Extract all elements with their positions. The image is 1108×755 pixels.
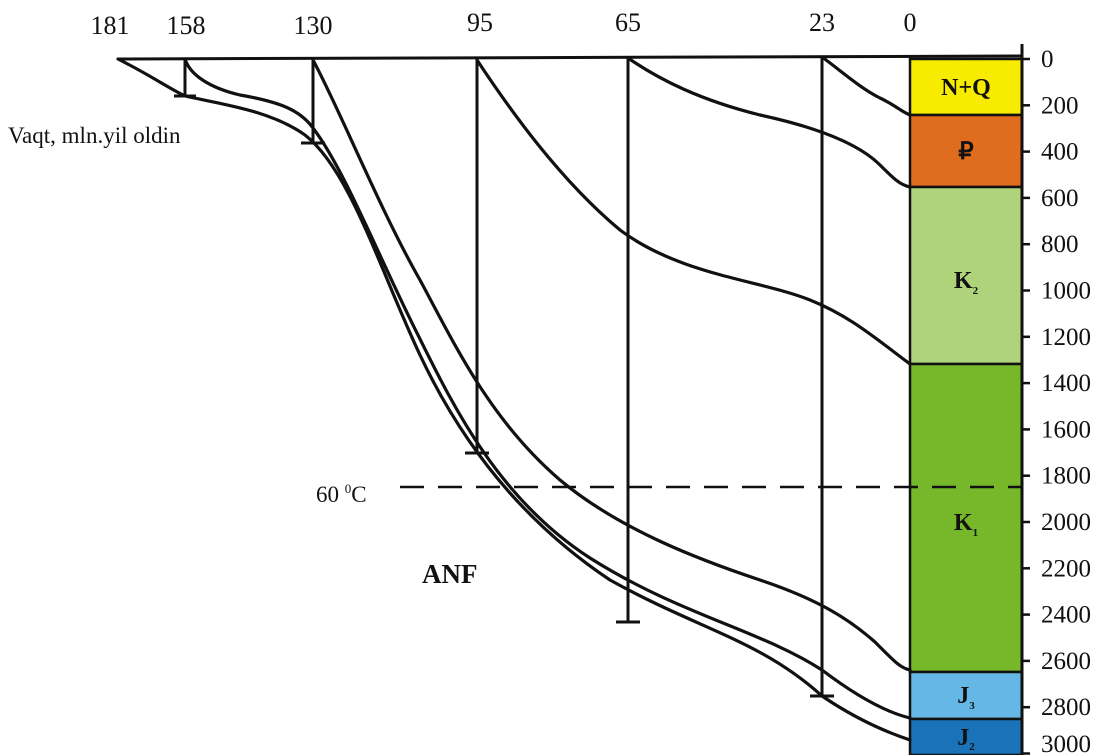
time-lines xyxy=(174,57,834,698)
depth-tick-labels: 0 200 400 600 800 1000 1200 1400 1600 1800 2000 220… xyxy=(1041,46,1091,755)
time-axis-line xyxy=(117,54,1023,61)
time-axis-label: Vaqt, mln.yil oldin xyxy=(8,123,181,148)
stratum-k1-label: K1 xyxy=(954,510,978,539)
depth-label-1000: 1000 xyxy=(1041,278,1091,305)
stratum-k1 xyxy=(908,362,1024,674)
isotherm-label: 60 0C xyxy=(316,481,367,507)
depth-label-2800: 2800 xyxy=(1041,694,1091,721)
burial-curve-95 xyxy=(475,58,912,366)
depth-label-3000: 3000 xyxy=(1041,731,1091,755)
stratum-paleogene-label: ₽ xyxy=(958,139,973,165)
depth-label-2000: 2000 xyxy=(1041,509,1091,536)
depth-label-1600: 1600 xyxy=(1041,416,1091,443)
depth-tick-marks xyxy=(1022,57,1030,755)
time-tick-95: 95 xyxy=(467,8,493,37)
depth-label-800: 800 xyxy=(1041,231,1079,258)
burial-curve-181 xyxy=(116,57,912,742)
burial-curves xyxy=(116,55,912,742)
stratum-j2-label: J2 xyxy=(957,725,975,753)
isotherm-60c: 60 0C xyxy=(316,481,1022,507)
time-tick-23: 23 xyxy=(809,8,835,37)
time-tick-181: 181 xyxy=(91,11,130,40)
anf-zone-label: ANF xyxy=(422,559,478,589)
stratigraphic-column: N+Q ₽ K2 K1 J3 J2 xyxy=(908,57,1024,755)
time-axis: 181 158 130 95 65 23 0 Vaqt, mln.yil old… xyxy=(8,8,1023,148)
burial-curve-65 xyxy=(626,56,912,189)
burial-curve-130 xyxy=(311,58,912,672)
depth-label-2600: 2600 xyxy=(1041,648,1091,675)
stratum-nq-label: N+Q xyxy=(941,75,991,101)
depth-axis: 0 200 400 600 800 1000 1200 1400 1600 1800 2000 220… xyxy=(1020,44,1091,755)
time-tick-65: 65 xyxy=(615,8,641,37)
depth-label-0: 0 xyxy=(1041,46,1054,73)
depth-label-200: 200 xyxy=(1041,92,1079,119)
time-tick-0: 0 xyxy=(904,8,917,37)
depth-label-2400: 2400 xyxy=(1041,602,1091,629)
depth-label-1200: 1200 xyxy=(1041,324,1091,351)
depth-label-2200: 2200 xyxy=(1041,555,1091,582)
stratum-j3-label: J3 xyxy=(957,683,975,712)
stratum-paleogene xyxy=(908,113,1024,189)
stratum-nq xyxy=(908,57,1024,117)
depth-label-1400: 1400 xyxy=(1041,370,1091,397)
time-tick-130: 130 xyxy=(294,11,333,40)
time-tick-158: 158 xyxy=(167,11,206,40)
stratum-k2 xyxy=(908,185,1024,366)
depth-label-600: 600 xyxy=(1041,185,1079,212)
depth-label-1800: 1800 xyxy=(1041,463,1091,490)
burial-curve-23 xyxy=(820,55,912,117)
stratum-k2-label: K2 xyxy=(954,268,979,297)
depth-label-400: 400 xyxy=(1041,139,1079,166)
burial-curve-158 xyxy=(183,57,912,720)
